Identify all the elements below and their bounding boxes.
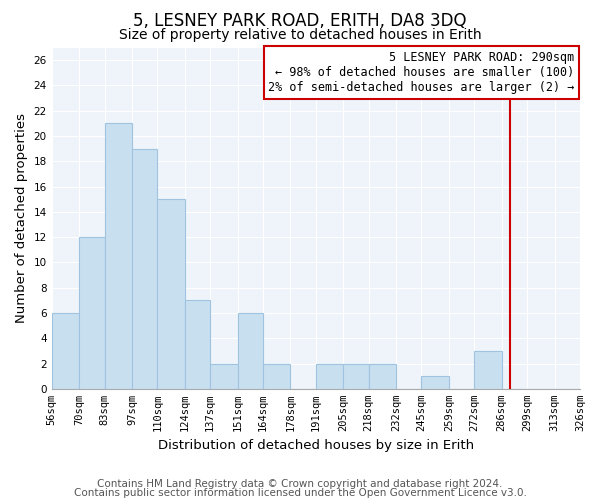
Bar (263, 364, 290, 389)
Bar (104, 124, 132, 389)
Bar (421, 376, 449, 389)
Bar (238, 313, 263, 389)
Text: Contains public sector information licensed under the Open Government Licence v3: Contains public sector information licen… (74, 488, 526, 498)
X-axis label: Distribution of detached houses by size in Erith: Distribution of detached houses by size … (158, 440, 474, 452)
Bar (316, 364, 343, 389)
Bar (210, 364, 238, 389)
Bar (132, 148, 157, 389)
Text: 5 LESNEY PARK ROAD: 290sqm
← 98% of detached houses are smaller (100)
2% of semi: 5 LESNEY PARK ROAD: 290sqm ← 98% of deta… (268, 51, 575, 94)
Bar (52, 313, 79, 389)
Text: Contains HM Land Registry data © Crown copyright and database right 2024.: Contains HM Land Registry data © Crown c… (97, 479, 503, 489)
Bar (475, 351, 502, 389)
Text: 5, LESNEY PARK ROAD, ERITH, DA8 3DQ: 5, LESNEY PARK ROAD, ERITH, DA8 3DQ (133, 12, 467, 30)
Bar (343, 364, 368, 389)
Bar (368, 364, 396, 389)
Bar (79, 237, 104, 389)
Text: Size of property relative to detached houses in Erith: Size of property relative to detached ho… (119, 28, 481, 42)
Bar (157, 199, 185, 389)
Bar (185, 300, 210, 389)
Y-axis label: Number of detached properties: Number of detached properties (15, 113, 28, 323)
